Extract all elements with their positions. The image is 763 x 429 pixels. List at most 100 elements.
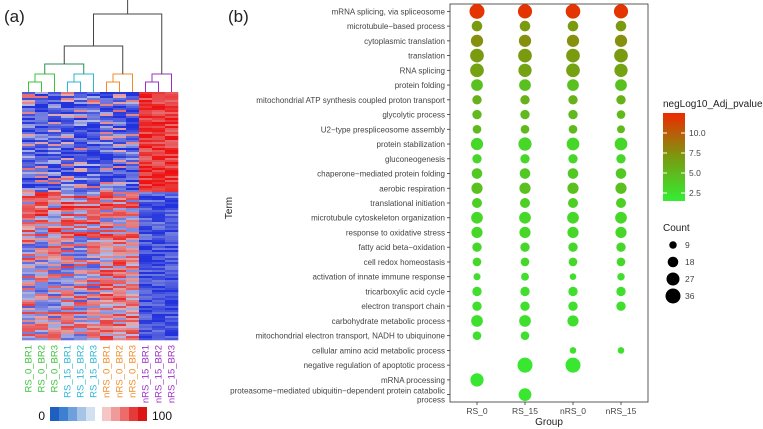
dot <box>471 211 483 224</box>
heatmap-cell <box>113 162 127 165</box>
heatmap-cell <box>22 118 36 121</box>
heatmap-cell <box>74 256 88 259</box>
heatmap-cell <box>22 110 36 113</box>
sample-labels: RS_0_BR1 RS_0_BR2 RS_0_BR3 RS_15_BR1 RS_15_B… <box>24 345 178 403</box>
heatmap-cell <box>87 162 101 165</box>
heatmap-cell <box>152 234 166 237</box>
dot <box>617 347 625 354</box>
heatmap-cell <box>126 228 140 231</box>
heatmap-cell <box>87 218 101 221</box>
heatmap-cell <box>74 234 88 237</box>
dot <box>471 79 483 91</box>
heatmap-cell <box>113 182 127 185</box>
heatmap-cell <box>139 148 153 151</box>
heatmap-cell <box>113 246 127 249</box>
term-label: glycolytic process <box>382 111 445 120</box>
heatmap-cell <box>61 302 75 305</box>
heatmap-cell <box>35 302 49 305</box>
heatmap-cell <box>100 264 114 267</box>
heatmap-cell <box>126 192 140 195</box>
heatmap-cell <box>100 186 114 189</box>
heatmap-cell <box>48 162 62 165</box>
heatmap-cell <box>87 292 101 295</box>
heatmap-cell <box>100 336 114 339</box>
heatmap-cell <box>35 274 49 277</box>
heatmap-cell <box>165 140 179 143</box>
heatmap-cell <box>126 196 140 199</box>
heatmap-cell <box>165 240 179 243</box>
heatmap-cell <box>165 164 179 167</box>
heatmap-cell <box>126 174 140 177</box>
heatmap-cell <box>87 96 101 99</box>
heatmap-cell <box>100 146 114 149</box>
heatmap-cell <box>61 196 75 199</box>
heatmap-cell <box>22 204 36 207</box>
heatmap-cell <box>35 240 49 243</box>
heatmap-cell <box>113 330 127 333</box>
heatmap-cell <box>87 228 101 231</box>
heatmap-cell <box>61 272 75 275</box>
heatmap-cell <box>35 130 49 133</box>
heatmap-cell <box>35 252 49 255</box>
heatmap-cell <box>165 282 179 285</box>
heatmap-cell <box>152 116 166 119</box>
heatmap-cell <box>22 200 36 203</box>
heatmap-cell <box>35 148 49 151</box>
heatmap-cell <box>48 286 62 289</box>
heatmap-cell <box>139 220 153 223</box>
heatmap-cell <box>35 332 49 335</box>
heatmap-cell <box>126 260 140 263</box>
scale-swatch <box>129 407 138 421</box>
color-legend-label: 10.0 <box>689 128 706 138</box>
heatmap-cell <box>100 324 114 327</box>
heatmap-cell <box>35 200 49 203</box>
heatmap-cell <box>165 152 179 155</box>
heatmap-cell <box>22 304 36 307</box>
heatmap-cell <box>87 232 101 235</box>
heatmap-cell <box>152 214 166 217</box>
heatmap-cell <box>113 218 127 221</box>
heatmap-cell <box>139 178 153 181</box>
heatmap-cell <box>113 112 127 115</box>
heatmap-cell <box>152 108 166 111</box>
heatmap-cell <box>48 316 62 319</box>
heatmap-cell <box>48 98 62 101</box>
heatmap-cell <box>61 294 75 297</box>
heatmap-cell <box>100 304 114 307</box>
term-label: mitochondrial ATP synthesis coupled prot… <box>256 96 445 105</box>
heatmap-cell <box>87 338 101 341</box>
heatmap-cell <box>61 338 75 341</box>
heatmap-cell <box>35 156 49 159</box>
heatmap-cell <box>152 172 166 175</box>
heatmap-cell <box>74 172 88 175</box>
dot <box>568 301 578 311</box>
heatmap-cell <box>61 198 75 201</box>
heatmap-cell <box>61 250 75 253</box>
heatmap-cell <box>165 202 179 205</box>
heatmap-cell <box>139 308 153 311</box>
heatmap-cell <box>139 162 153 165</box>
heatmap-cell <box>35 338 49 341</box>
heatmap-cell <box>126 216 140 219</box>
heatmap-cell <box>165 206 179 209</box>
heatmap-cell <box>165 212 179 215</box>
heatmap-cell <box>22 162 36 165</box>
heatmap-cell <box>48 164 62 167</box>
heatmap-cell <box>113 304 127 307</box>
heatmap-cell <box>139 146 153 149</box>
heatmap-cell <box>165 118 179 121</box>
heatmap-cell <box>35 224 49 227</box>
sample-label: RS_15_BR3 <box>89 345 100 398</box>
heatmap-cell <box>22 138 36 141</box>
heatmap-cell <box>152 334 166 337</box>
heatmap-cell <box>139 330 153 333</box>
heatmap-cell <box>126 208 140 211</box>
heatmap-cell <box>139 124 153 127</box>
heatmap-cell <box>87 244 101 247</box>
heatmap-cell <box>165 332 179 335</box>
heatmap-cell <box>126 106 140 109</box>
heatmap-cell <box>61 108 75 111</box>
heatmap-cell <box>48 300 62 303</box>
heatmap-cell <box>113 160 127 163</box>
heatmap-cell <box>87 304 101 307</box>
